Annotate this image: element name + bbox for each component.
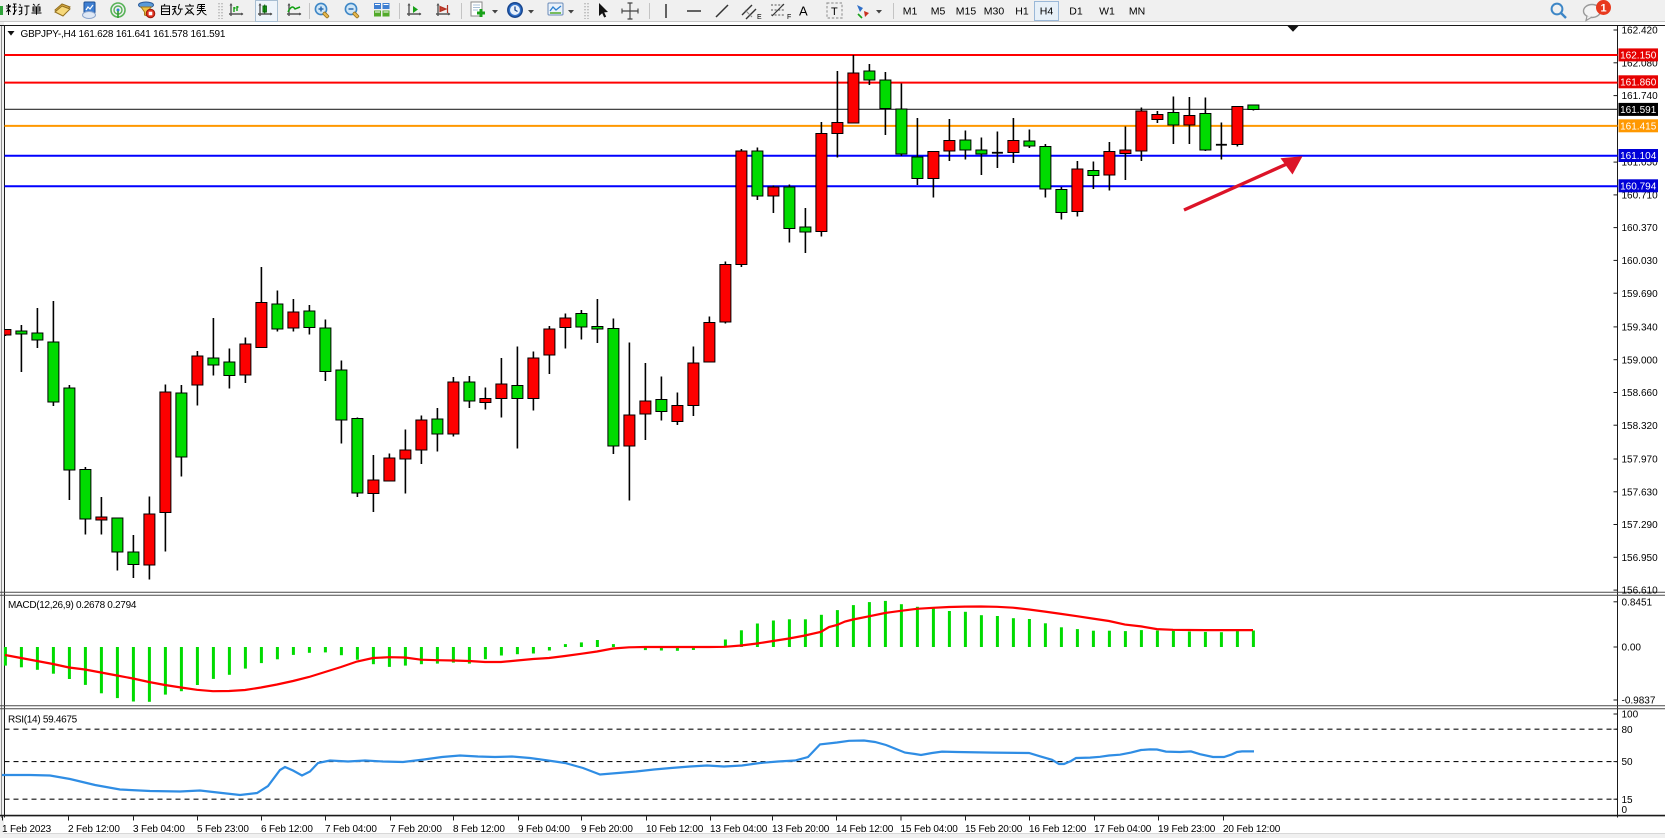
svg-text:D1: D1 bbox=[1069, 6, 1083, 18]
svg-text:15 Feb 04:00: 15 Feb 04:00 bbox=[901, 824, 959, 835]
svg-text:9 Feb 04:00: 9 Feb 04:00 bbox=[518, 824, 570, 835]
svg-text:20 Feb 12:00: 20 Feb 12:00 bbox=[1223, 824, 1281, 835]
svg-text:159.340: 159.340 bbox=[1622, 323, 1659, 334]
svg-text:M30: M30 bbox=[984, 6, 1005, 18]
svg-text:M5: M5 bbox=[931, 6, 946, 18]
svg-text:157.290: 157.290 bbox=[1622, 520, 1659, 531]
svg-text:6 Feb 12:00: 6 Feb 12:00 bbox=[261, 824, 313, 835]
svg-text:14 Feb 12:00: 14 Feb 12:00 bbox=[836, 824, 894, 835]
svg-text:158.320: 158.320 bbox=[1622, 421, 1659, 432]
svg-text:3 Feb 04:00: 3 Feb 04:00 bbox=[133, 824, 185, 835]
svg-text:H1: H1 bbox=[1015, 6, 1029, 18]
svg-text:MN: MN bbox=[1129, 6, 1145, 18]
svg-text:16 Feb 12:00: 16 Feb 12:00 bbox=[1029, 824, 1087, 835]
svg-text:7 Feb 04:00: 7 Feb 04:00 bbox=[325, 824, 377, 835]
svg-text:1: 1 bbox=[1600, 3, 1606, 15]
svg-text:50: 50 bbox=[1622, 757, 1634, 768]
svg-text:15: 15 bbox=[1622, 795, 1634, 806]
svg-text:157.970: 157.970 bbox=[1622, 455, 1659, 466]
svg-text:0.00: 0.00 bbox=[1622, 643, 1642, 654]
svg-text:13 Feb 04:00: 13 Feb 04:00 bbox=[710, 824, 768, 835]
svg-text:161.591: 161.591 bbox=[1620, 105, 1657, 116]
svg-text:158.660: 158.660 bbox=[1622, 388, 1659, 399]
svg-text:159.000: 159.000 bbox=[1622, 355, 1659, 366]
svg-text:162.080: 162.080 bbox=[1622, 58, 1659, 69]
svg-text:F: F bbox=[787, 14, 791, 21]
svg-text:W1: W1 bbox=[1099, 6, 1115, 18]
svg-text:M15: M15 bbox=[956, 6, 977, 18]
svg-text:5 Feb 23:00: 5 Feb 23:00 bbox=[197, 824, 249, 835]
svg-text:162.420: 162.420 bbox=[1622, 26, 1659, 37]
svg-text:161.104: 161.104 bbox=[1620, 151, 1657, 162]
svg-text:160.370: 160.370 bbox=[1622, 223, 1659, 234]
svg-text:RSI(14) 59.4675: RSI(14) 59.4675 bbox=[8, 715, 78, 726]
svg-text:157.630: 157.630 bbox=[1622, 487, 1659, 498]
svg-text:2 Feb 12:00: 2 Feb 12:00 bbox=[68, 824, 120, 835]
svg-text:7 Feb 20:00: 7 Feb 20:00 bbox=[390, 824, 442, 835]
svg-text:160.030: 160.030 bbox=[1622, 256, 1659, 267]
svg-text:T: T bbox=[831, 6, 838, 18]
svg-text:159.690: 159.690 bbox=[1622, 289, 1659, 300]
svg-text:160.710: 160.710 bbox=[1622, 191, 1659, 202]
svg-text:9 Feb 20:00: 9 Feb 20:00 bbox=[581, 824, 633, 835]
svg-text:80: 80 bbox=[1622, 725, 1634, 736]
svg-text:13 Feb 20:00: 13 Feb 20:00 bbox=[772, 824, 830, 835]
svg-text:GBPJPY-,H4 161.628 161.641 16: GBPJPY-,H4 161.628 161.641 161.578 161.5… bbox=[21, 29, 226, 40]
svg-text:19 Feb 23:00: 19 Feb 23:00 bbox=[1158, 824, 1216, 835]
svg-text:-0.9837: -0.9837 bbox=[1622, 696, 1656, 707]
svg-text:10 Feb 12:00: 10 Feb 12:00 bbox=[646, 824, 704, 835]
svg-text:17 Feb 04:00: 17 Feb 04:00 bbox=[1094, 824, 1152, 835]
svg-text:160.794: 160.794 bbox=[1620, 181, 1657, 192]
svg-text:A: A bbox=[799, 4, 808, 19]
svg-text:0: 0 bbox=[1622, 805, 1628, 816]
svg-text:156.950: 156.950 bbox=[1622, 553, 1659, 564]
svg-text:8 Feb 12:00: 8 Feb 12:00 bbox=[453, 824, 505, 835]
svg-text:M1: M1 bbox=[903, 6, 918, 18]
svg-text:162.150: 162.150 bbox=[1620, 51, 1657, 62]
svg-text:161.740: 161.740 bbox=[1622, 91, 1659, 102]
svg-text:0.8451: 0.8451 bbox=[1622, 597, 1653, 608]
svg-text:156.610: 156.610 bbox=[1622, 586, 1659, 597]
svg-text:161.860: 161.860 bbox=[1620, 77, 1657, 88]
svg-text:100: 100 bbox=[1622, 710, 1639, 721]
svg-text:161.415: 161.415 bbox=[1620, 121, 1657, 132]
svg-text:161.050: 161.050 bbox=[1622, 158, 1659, 169]
svg-text:E: E bbox=[757, 14, 762, 21]
svg-text:MACD(12,26,9) 0.2678 0.2794: MACD(12,26,9) 0.2678 0.2794 bbox=[8, 600, 137, 611]
svg-text:H4: H4 bbox=[1040, 6, 1054, 18]
svg-text:15 Feb 20:00: 15 Feb 20:00 bbox=[965, 824, 1023, 835]
svg-text:1 Feb 2023: 1 Feb 2023 bbox=[2, 824, 52, 835]
